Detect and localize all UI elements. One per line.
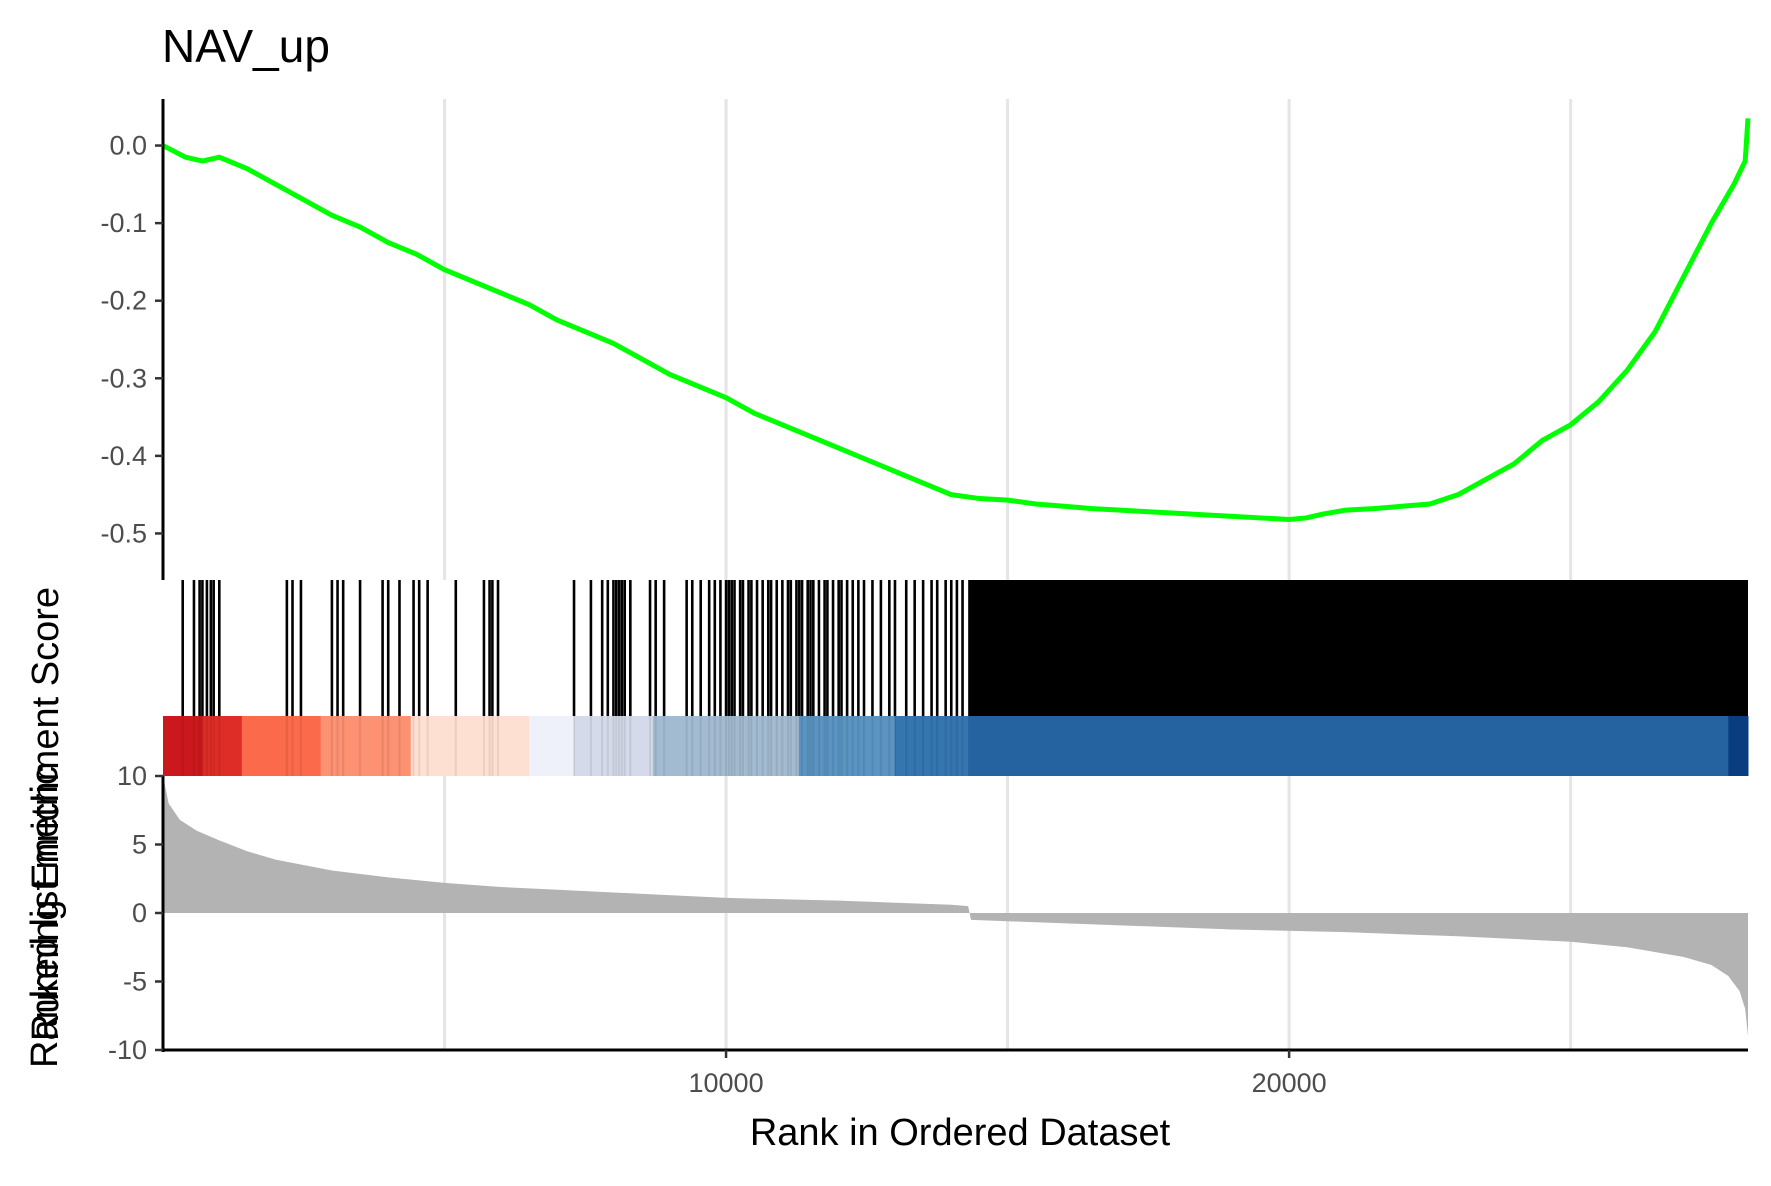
heatmap-segment [1728, 716, 1749, 776]
metric-y-tick-label: 5 [132, 830, 147, 860]
heatmap-segment [968, 716, 1729, 776]
x-tick-label: 20000 [1252, 1068, 1327, 1098]
hit-block [968, 580, 1748, 716]
heatmap-bar [163, 716, 1749, 776]
metric-y-tick-label: 0 [132, 898, 147, 928]
metric-panel [163, 776, 1748, 1037]
heatmap-segment [241, 716, 322, 776]
metric-area [163, 776, 1748, 1037]
x-tick-label: 10000 [689, 1068, 764, 1098]
axes: 0.0 -0.1 -0.2 -0.3 -0.4 -0.5 10 5 0 -5 -10 10000 200… [100, 99, 1748, 1098]
es-y-tick-label: -0.3 [100, 363, 147, 393]
es-axis-title: Running Enrichment Score [25, 587, 67, 1041]
hit-marks [181, 580, 1748, 776]
heatmap-segment [894, 716, 969, 776]
es-y-tick-label: -0.1 [100, 208, 147, 238]
heatmap-segment [163, 716, 203, 776]
es-y-tick-label: -0.2 [100, 286, 147, 316]
metric-y-tick-label: 10 [117, 761, 147, 791]
metric-y-tick-label: -10 [108, 1035, 147, 1065]
plot-title: NAV_up [162, 20, 330, 72]
heatmap-segment [528, 716, 575, 776]
heatmap-segment [202, 716, 243, 776]
x-axis-title: Rank in Ordered Dataset [750, 1112, 1171, 1154]
metric-axis-title: Ranked list metric [24, 766, 66, 1068]
heatmap-segment [799, 716, 896, 776]
heatmap-segment [652, 716, 800, 776]
enrichment-curve [161, 118, 1751, 522]
es-y-tick-label: 0.0 [109, 131, 147, 161]
es-y-tick-label: -0.4 [100, 441, 147, 471]
metric-y-tick-label: -5 [123, 967, 147, 997]
es-y-tick-label: -0.5 [100, 518, 147, 548]
heatmap-segment [320, 716, 412, 776]
heatmap-segment [410, 716, 530, 776]
enrichment-panel [161, 118, 1751, 522]
heatmap-segment [574, 716, 654, 776]
